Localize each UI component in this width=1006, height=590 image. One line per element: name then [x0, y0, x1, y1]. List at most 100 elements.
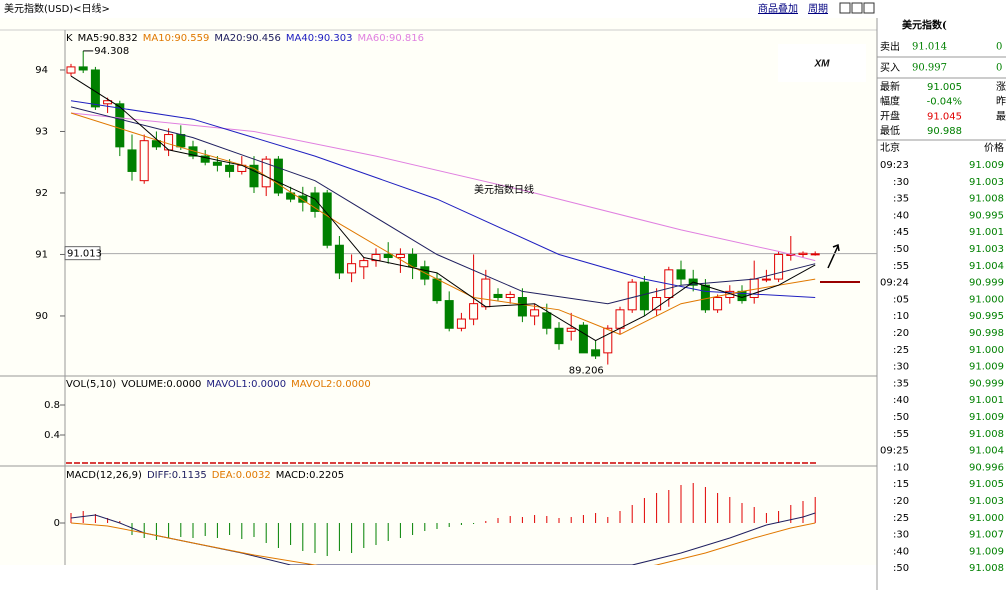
stat-label: 最低 — [880, 124, 900, 137]
tick-time: :30 — [893, 530, 909, 541]
tick-time: :50 — [893, 563, 909, 574]
stat-value: 91.045 — [927, 111, 962, 122]
ma-line — [70, 512, 816, 565]
legend-item: MACD:0.2205 — [276, 470, 344, 481]
tick-time: :35 — [893, 194, 909, 205]
candle-body — [359, 260, 369, 268]
tick-time: :50 — [893, 244, 909, 255]
ma-line — [70, 106, 816, 305]
ticks-header: 价格 — [984, 141, 1004, 154]
candle-body — [505, 293, 515, 299]
tick-time: :50 — [893, 412, 909, 423]
tick-time: :30 — [893, 177, 909, 188]
tick-time: :40 — [893, 395, 909, 406]
tick-time: 09:24 — [880, 278, 909, 289]
tick-price: 91.007 — [969, 530, 1004, 541]
candle-body — [676, 269, 686, 280]
tick-time: :40 — [893, 210, 909, 221]
ma-line — [70, 112, 816, 335]
legend-item: DEA:0.0032 — [212, 470, 271, 481]
ma-line — [70, 522, 816, 565]
y-tick-label: 92 — [35, 188, 48, 199]
tick-price: 91.009 — [969, 412, 1004, 423]
candle-body — [469, 303, 479, 320]
ticks-header: 北京 — [880, 141, 900, 154]
y-tick-label: 0.8 — [44, 400, 60, 411]
legend-item: K — [66, 33, 73, 44]
candle-body — [530, 309, 540, 317]
tick-price: 90.998 — [969, 328, 1004, 339]
y-tick-label: 0.4 — [44, 430, 60, 441]
candle-body — [139, 140, 149, 182]
candle-body — [286, 192, 296, 200]
tick-price: 90.999 — [969, 278, 1004, 289]
tick-price: 91.003 — [969, 177, 1004, 188]
candle-body — [212, 161, 222, 166]
tick-time: :55 — [893, 261, 909, 272]
tick-time: :30 — [893, 362, 909, 373]
legend-item: MA20:90.456 — [214, 33, 281, 44]
candle-body — [310, 192, 320, 212]
legend-item: MAVOL1:0.0000 — [206, 379, 286, 390]
low-label: 89.206 — [569, 366, 604, 377]
candle-body — [737, 290, 747, 302]
row-size: 0 — [996, 42, 1002, 53]
candle-body — [700, 284, 710, 311]
stat-label: 幅度 — [880, 95, 900, 108]
candle-body — [774, 253, 784, 280]
tick-time: :55 — [893, 429, 909, 440]
legend-item: MA5:90.832 — [78, 33, 138, 44]
overlay-link[interactable]: 商品叠加 — [758, 2, 798, 15]
candle-body — [810, 253, 820, 256]
price-label: 91.013 — [67, 249, 102, 260]
candle-body — [261, 158, 271, 188]
tick-time: :25 — [893, 345, 909, 356]
candle-body — [627, 281, 637, 311]
candle-body — [444, 300, 454, 329]
row-label: 买入 — [880, 62, 900, 74]
tick-price: 91.001 — [969, 227, 1004, 238]
candle-body — [493, 293, 503, 299]
tick-time: :20 — [893, 328, 909, 339]
row-price: 91.014 — [912, 42, 947, 53]
period-link[interactable]: 周期 — [808, 3, 828, 15]
logo: XM — [814, 59, 831, 70]
candle-body — [322, 192, 332, 246]
candle-body — [78, 66, 88, 71]
y-tick-label: 91 — [35, 249, 48, 260]
quote-title: 美元指数( — [902, 19, 947, 32]
y-tick-label: 94 — [35, 65, 48, 76]
tick-time: :20 — [893, 496, 909, 507]
candle-body — [115, 103, 125, 148]
tick-price: 91.003 — [969, 496, 1004, 507]
top-bar — [0, 0, 877, 18]
candle-body — [798, 252, 808, 255]
lines — [70, 75, 816, 342]
y-tick-label: 0 — [54, 518, 60, 529]
candle-body — [432, 278, 442, 302]
chart-annotation: 美元指数日线 — [474, 183, 534, 196]
candle-body — [481, 278, 491, 308]
tick-time: :45 — [893, 227, 909, 238]
legend-item: VOL(5,10) — [66, 379, 116, 390]
candle-body — [566, 327, 576, 332]
candle-body — [652, 297, 662, 311]
stat-label: 涨 — [996, 81, 1006, 93]
candle-body — [591, 349, 601, 357]
legend-item: DIFF:0.1135 — [147, 470, 207, 481]
candle-body — [127, 149, 137, 172]
row-price: 90.997 — [912, 63, 947, 74]
candle-body — [225, 164, 235, 172]
stat-value: 90.988 — [927, 126, 962, 137]
stat-value: 91.005 — [927, 82, 962, 93]
row-label: 卖出 — [880, 40, 900, 53]
tick-price: 90.995 — [969, 311, 1004, 322]
candle-body — [761, 278, 771, 281]
tick-time: 09:23 — [880, 160, 909, 171]
candle-body — [713, 297, 723, 311]
candle-body — [371, 253, 381, 262]
window-title: 美元指数(USD)<日线> — [4, 2, 110, 15]
tick-price: 91.008 — [969, 563, 1004, 574]
layout-buttons[interactable] — [839, 2, 875, 14]
